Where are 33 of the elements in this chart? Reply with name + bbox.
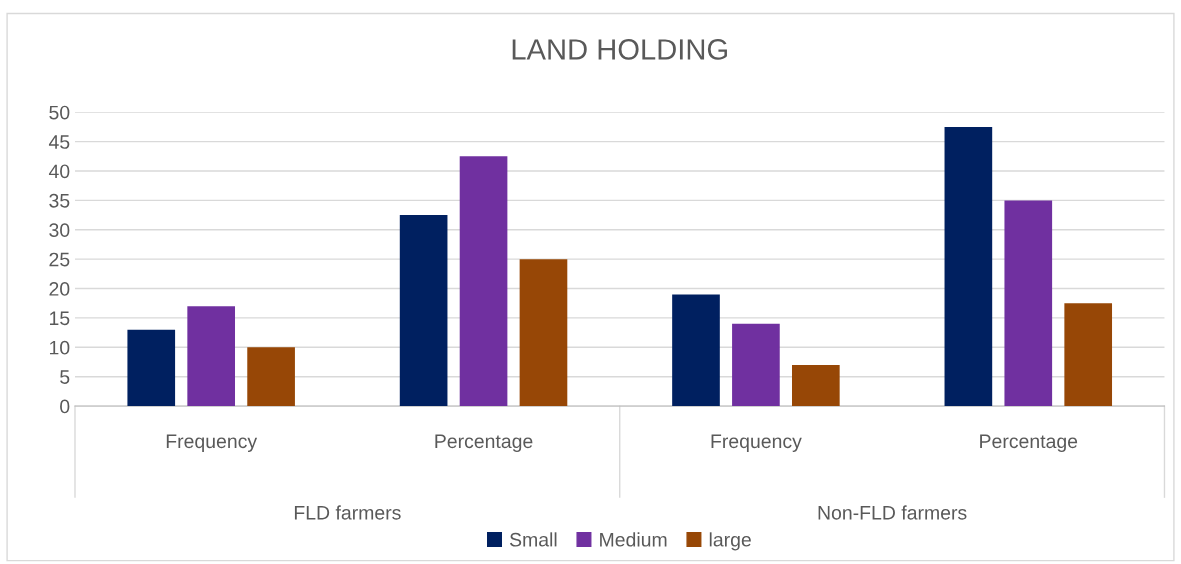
bar — [187, 306, 236, 407]
y-tick-label: 40 — [48, 164, 70, 179]
bar — [399, 215, 448, 407]
x-tick-label: Frequency — [166, 434, 258, 452]
y-tick-label: 35 — [49, 193, 70, 208]
text: FLD farmers — [294, 505, 401, 520]
x-tick-label: Percentage — [980, 434, 1078, 452]
x-tick-label: Percentage — [435, 434, 533, 452]
y-tick-label: 25 — [49, 252, 70, 267]
legend-label: large — [709, 532, 751, 551]
x-tick-label: Frequency — [711, 434, 802, 452]
bar — [1004, 200, 1053, 407]
y-tick-label: 15 — [49, 311, 70, 326]
legend-label: Medium — [600, 532, 667, 547]
bar — [732, 323, 780, 407]
legend-label: Small — [509, 532, 557, 547]
y-tick-label: 0 — [60, 399, 70, 414]
y-tick-label: 30 — [49, 223, 70, 238]
bar — [519, 259, 568, 407]
text: Non-FLD farmers — [818, 505, 967, 520]
bar — [1064, 303, 1113, 407]
y-tick-label: 20 — [49, 282, 70, 296]
bar — [127, 329, 176, 407]
bar — [672, 294, 720, 407]
bar — [792, 364, 840, 407]
y-tick-label: 5 — [60, 370, 70, 384]
y-tick-label: 50 — [49, 105, 70, 120]
chart-title: LAND HOLDING — [512, 39, 727, 60]
bar — [459, 156, 508, 407]
bar — [944, 126, 993, 407]
bar — [247, 347, 295, 407]
y-tick-label: 10 — [49, 340, 70, 355]
y-tick-label: 45 — [48, 135, 70, 149]
